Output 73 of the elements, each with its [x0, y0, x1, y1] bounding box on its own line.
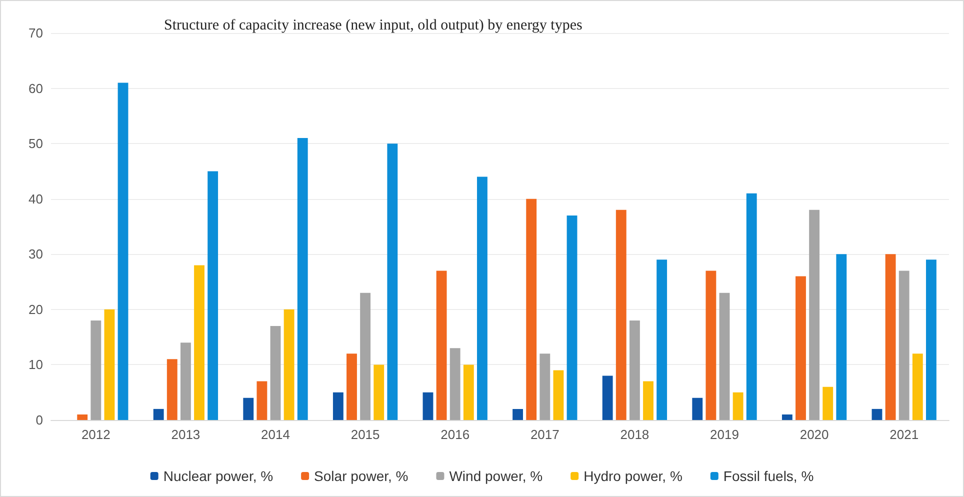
- x-tick-label: 2012: [81, 427, 110, 442]
- x-tick-label: 2021: [890, 427, 919, 442]
- bar: [796, 276, 806, 420]
- bar: [374, 364, 384, 420]
- bar: [566, 215, 578, 420]
- bar: [526, 198, 537, 420]
- bar: [732, 392, 744, 420]
- y-tick-label: 40: [28, 191, 43, 206]
- bar: [77, 414, 88, 420]
- bar: [332, 392, 344, 420]
- bar: [602, 376, 613, 420]
- y-tick-label: 20: [28, 302, 43, 317]
- bar: [284, 309, 294, 420]
- bar: [450, 348, 460, 420]
- bar: [912, 354, 923, 420]
- bar: [926, 260, 936, 420]
- bar: [809, 210, 820, 420]
- bar: [422, 392, 434, 420]
- y-tick-label: 0: [36, 412, 43, 428]
- legend-label: Fossil fuels, %: [723, 468, 814, 484]
- chart-title: Structure of capacity increase (new input, old output) by energy types: [164, 18, 583, 34]
- x-tick-label: 2013: [171, 427, 200, 442]
- bar: [782, 414, 792, 420]
- bar: [270, 326, 281, 420]
- bar: [706, 270, 716, 420]
- bar: [346, 354, 357, 420]
- bar: [208, 171, 218, 420]
- bar: [387, 144, 398, 420]
- x-tick-label: 2015: [350, 427, 380, 442]
- bar: [104, 309, 115, 420]
- bar: [243, 398, 254, 420]
- bar: [656, 260, 668, 420]
- x-tick-label: 2016: [440, 427, 470, 442]
- y-tick-label: 50: [28, 136, 43, 152]
- bar: [194, 265, 204, 420]
- y-tick-label: 30: [28, 246, 43, 262]
- bar: [512, 408, 523, 420]
- bar: [872, 408, 882, 420]
- x-tick-label: 2017: [530, 427, 560, 442]
- x-tick-label: 2014: [261, 427, 290, 442]
- bar: [180, 342, 191, 420]
- bar: [118, 82, 128, 420]
- y-tick-label: 10: [28, 357, 43, 372]
- y-tick-label: 60: [28, 80, 43, 96]
- bar: [90, 320, 102, 420]
- bar: [297, 138, 308, 420]
- bar: [540, 354, 550, 420]
- bar: [836, 254, 847, 420]
- bar: [629, 320, 640, 420]
- x-tick-label: 2019: [710, 427, 739, 442]
- bar: [898, 270, 910, 420]
- bar: [822, 386, 834, 420]
- bar: [360, 292, 371, 420]
- bar: [166, 359, 178, 420]
- legend-label: Wind power, %: [449, 468, 543, 484]
- bar: [153, 408, 164, 420]
- x-tick-label: 2020: [800, 427, 829, 442]
- bar: [616, 210, 626, 420]
- bar: [692, 398, 703, 420]
- bar: [719, 292, 730, 420]
- bar: [885, 254, 896, 420]
- x-tick-label: 2018: [620, 427, 650, 442]
- legend-label: Nuclear power, %: [163, 468, 274, 484]
- legend-label: Solar power, %: [314, 468, 408, 484]
- bar: [436, 270, 447, 420]
- legend-label: Hydro power, %: [584, 468, 682, 484]
- bar: [256, 381, 268, 420]
- bar: [746, 193, 757, 420]
- bar: [477, 176, 488, 420]
- y-tick-label: 70: [28, 26, 43, 40]
- bar: [643, 381, 654, 420]
- bar: [553, 370, 564, 420]
- bar: [463, 364, 474, 420]
